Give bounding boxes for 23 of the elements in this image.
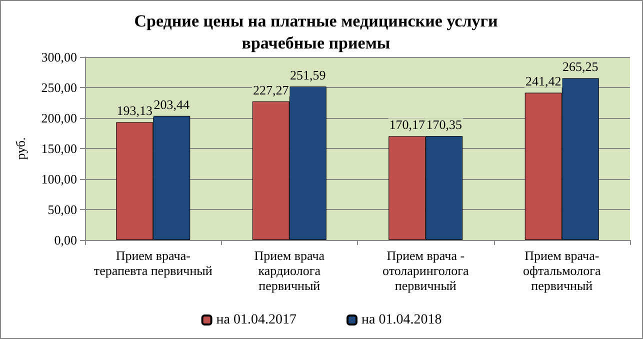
- y-tick-label: 0,00: [54, 232, 77, 248]
- data-label: 203,44: [154, 96, 190, 112]
- data-label: 251,59: [290, 68, 326, 83]
- data-label: 227,27: [253, 82, 290, 98]
- x-tick-label: Прием врача кардиолога первичный: [254, 248, 325, 293]
- legend-label: на 01.04.2017: [216, 312, 297, 328]
- y-axis-title: руб.: [13, 137, 28, 160]
- data-label: 241,42: [526, 74, 562, 89]
- x-tick-label: Прием врача- офтальмолога первичный: [523, 248, 601, 293]
- x-tick-label: Прием врача - отоларинголога первичный: [382, 248, 469, 293]
- y-tick-label: 250,00: [41, 80, 77, 95]
- y-tick-label: 50,00: [48, 202, 77, 217]
- data-label: 265,25: [562, 59, 598, 74]
- data-label: 170,17: [389, 117, 426, 132]
- legend-label: на 01.04.2018: [362, 312, 442, 328]
- y-tick-label: 200,00: [41, 110, 77, 126]
- y-tick-label: 100,00: [41, 172, 77, 186]
- data-label: 193,13: [116, 103, 152, 118]
- chart-title: Средние цены на платные медицинские услуги врачебные приемы: [134, 12, 498, 52]
- y-tick-label: 150,00: [41, 141, 77, 156]
- data-label: 170,35: [426, 117, 462, 132]
- y-tick-label: 300,00: [41, 50, 77, 64]
- x-tick-label: Прием врача- терапевта первичный: [94, 248, 212, 278]
